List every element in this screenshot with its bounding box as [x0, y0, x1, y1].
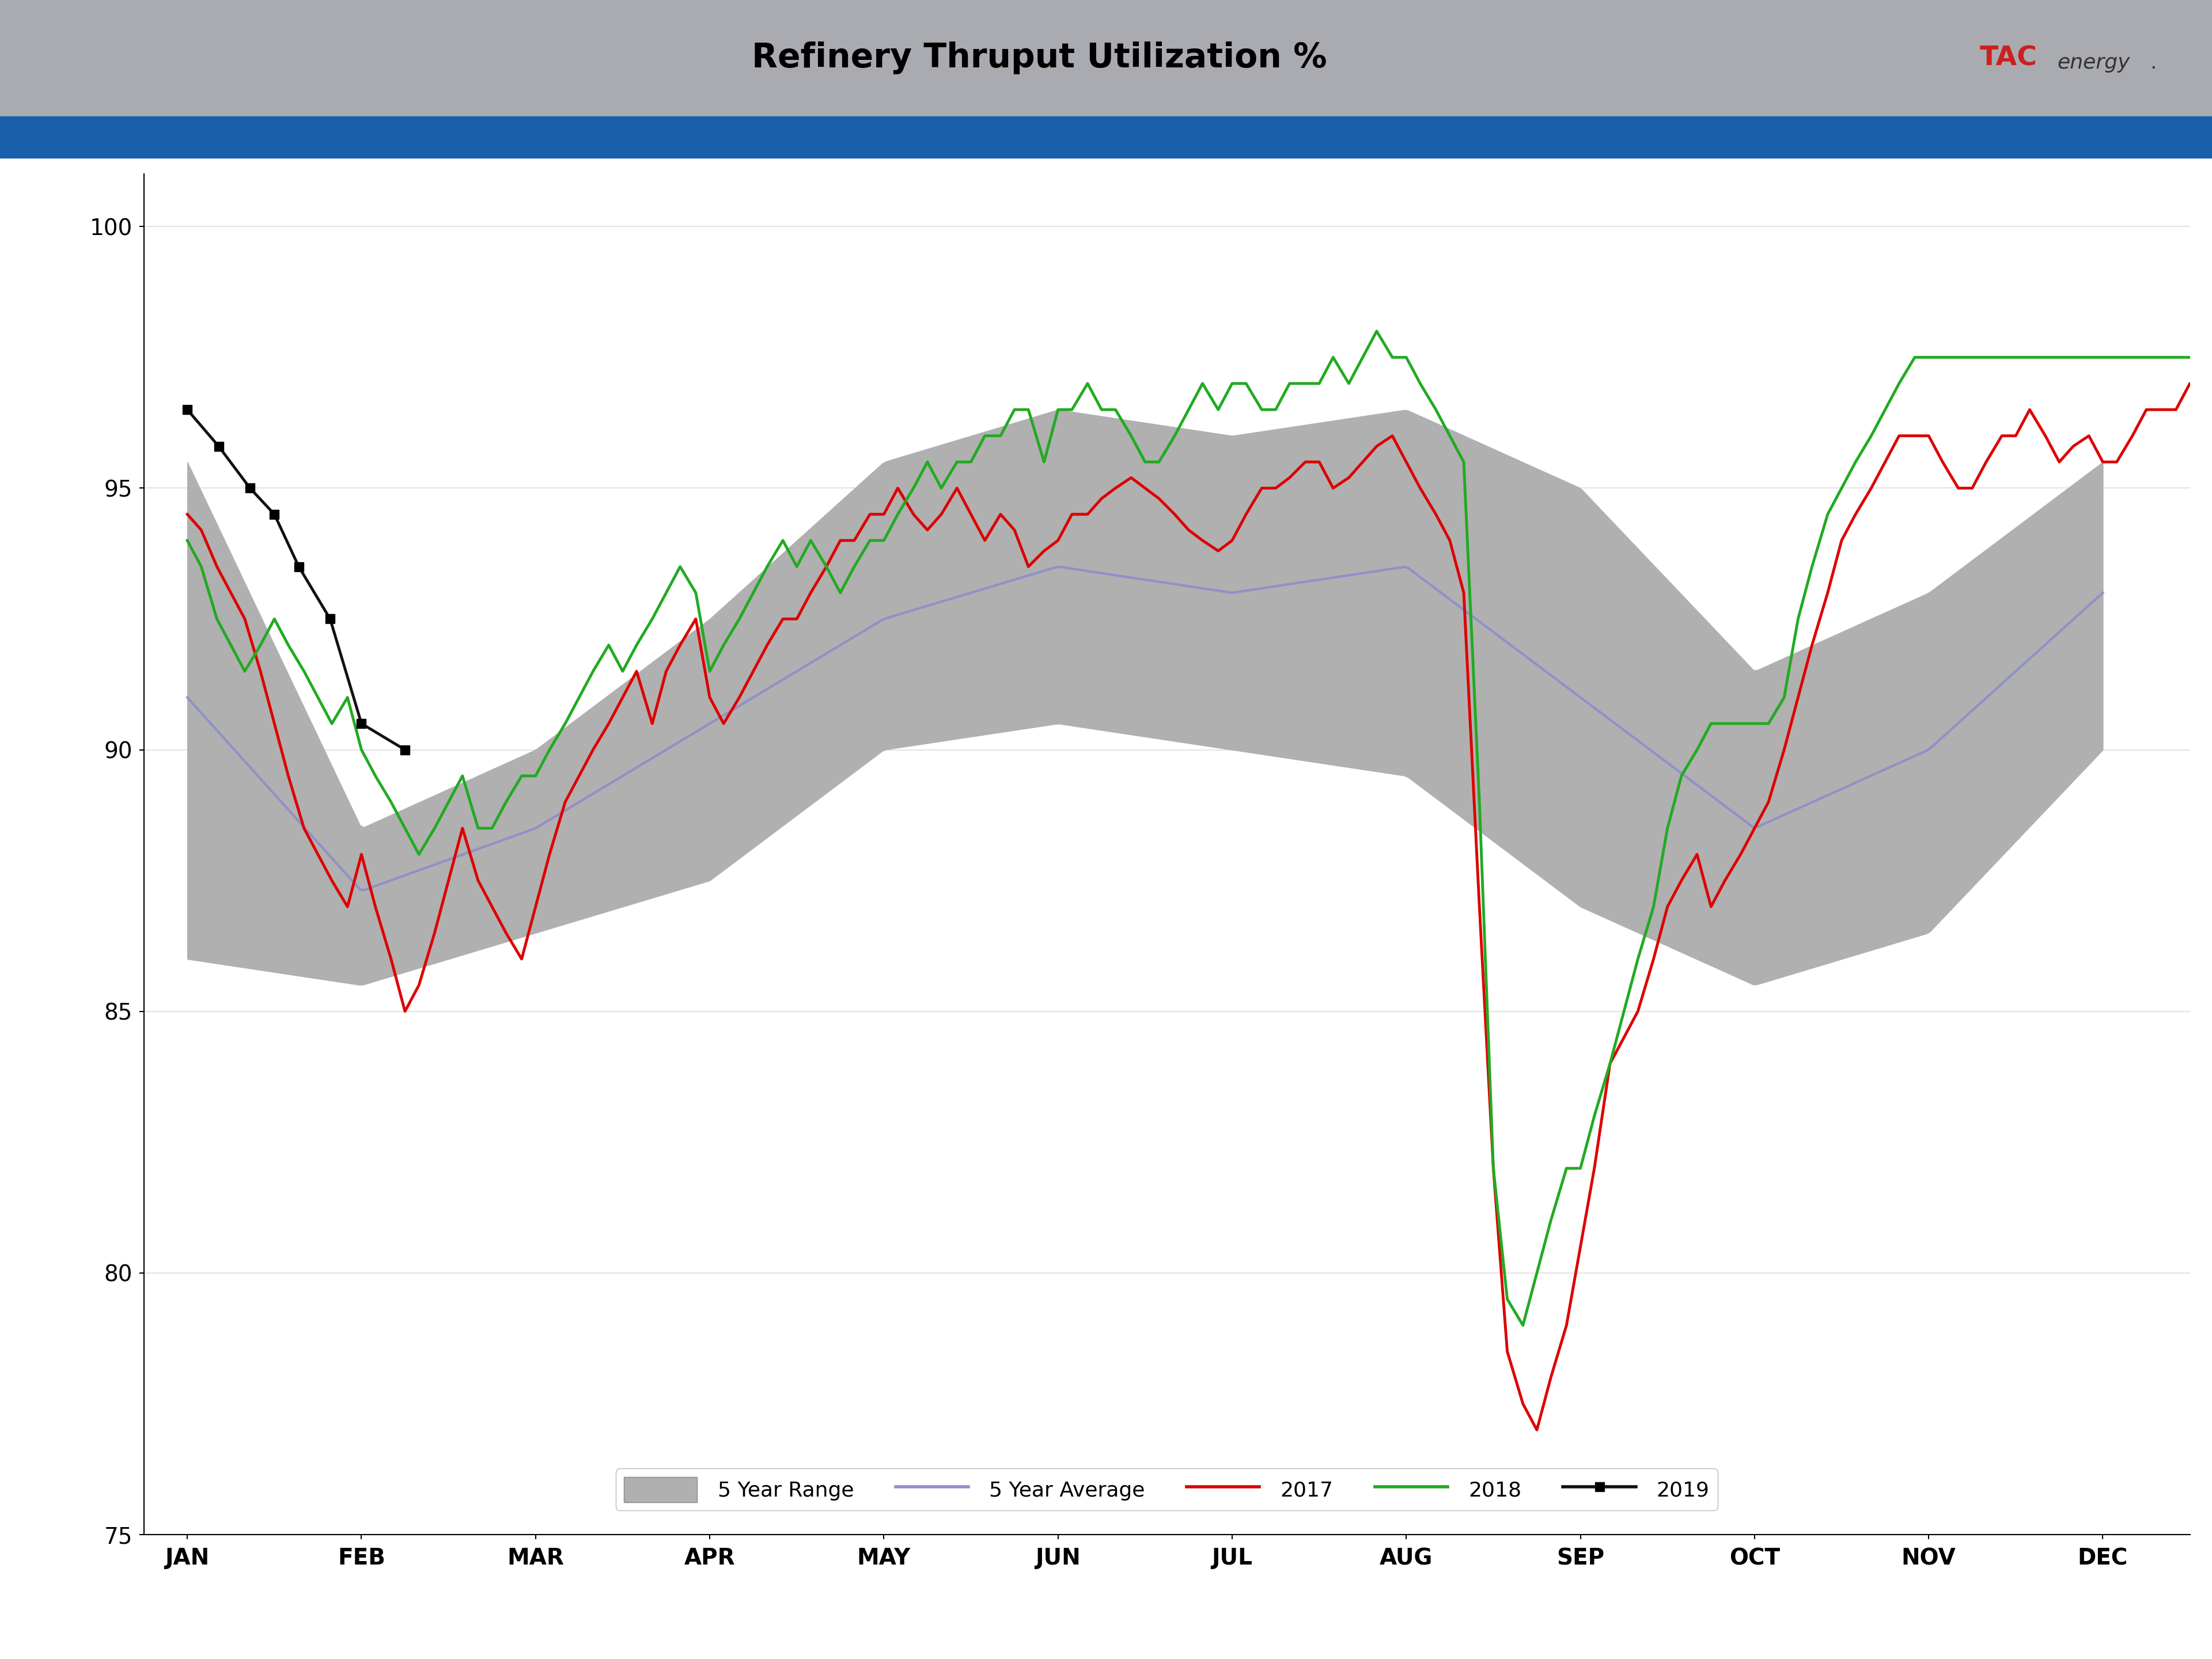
- Text: Refinery Thruput Utilization %: Refinery Thruput Utilization %: [752, 41, 1327, 75]
- Text: .: .: [2150, 53, 2157, 73]
- Legend: 5 Year Range, 5 Year Average, 2017, 2018, 2019: 5 Year Range, 5 Year Average, 2017, 2018…: [615, 1468, 1719, 1511]
- Text: energy: energy: [2057, 53, 2130, 73]
- Text: TAC: TAC: [1980, 45, 2037, 71]
